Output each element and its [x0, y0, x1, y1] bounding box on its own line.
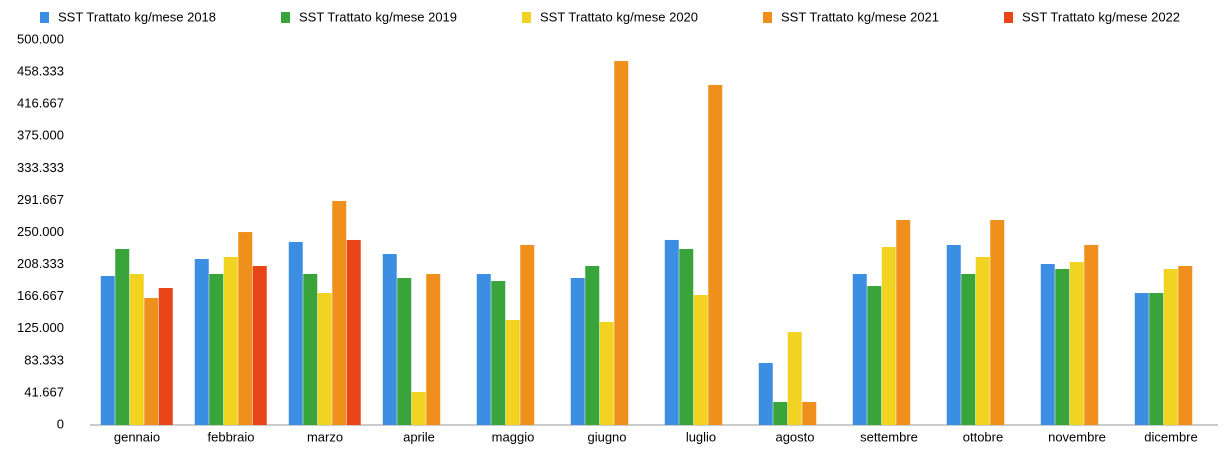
bar	[1134, 293, 1149, 425]
bar	[708, 84, 723, 425]
y-tick-label: 291.667	[17, 192, 64, 207]
legend-label: SST Trattato kg/mese 2019	[299, 9, 457, 24]
bar	[144, 298, 159, 425]
y-tick-label: 125.000	[17, 320, 64, 335]
bar	[990, 220, 1005, 425]
bar	[1055, 268, 1070, 425]
bar	[867, 286, 882, 425]
bar	[758, 363, 773, 425]
x-tick-label: febbraio	[208, 429, 255, 444]
legend-label: SST Trattato kg/mese 2018	[58, 9, 216, 24]
y-tick-label: 416.667	[17, 96, 64, 111]
y-tick-label: 500.000	[17, 31, 64, 46]
bar	[129, 274, 144, 425]
bar	[1040, 263, 1055, 425]
bar	[382, 253, 397, 425]
bar	[426, 274, 441, 425]
x-tick-label: giugno	[587, 429, 626, 444]
bar	[679, 248, 694, 425]
bar	[158, 288, 173, 425]
bar	[896, 220, 911, 425]
legend-swatch	[40, 12, 49, 23]
bar	[223, 256, 238, 425]
bar	[209, 274, 224, 425]
bar	[491, 281, 506, 425]
bar	[946, 244, 961, 425]
y-tick-label: 0	[57, 416, 64, 431]
x-tick-label: aprile	[403, 429, 435, 444]
y-tick-label: 83.333	[24, 352, 64, 367]
bar	[332, 201, 347, 425]
y-tick-label: 458.333	[17, 64, 64, 79]
bar	[961, 274, 976, 425]
bar	[1149, 293, 1164, 425]
y-tick-label: 208.333	[17, 256, 64, 271]
bar	[852, 274, 867, 425]
bar	[288, 241, 303, 425]
legend-swatch	[522, 12, 531, 23]
bar	[520, 244, 535, 425]
y-tick-label: 41.667	[24, 384, 64, 399]
bar	[585, 265, 600, 425]
bar	[1178, 265, 1193, 425]
bar	[1163, 268, 1178, 425]
y-tick-label: 166.667	[17, 288, 64, 303]
bar	[346, 239, 361, 425]
bar	[614, 61, 629, 426]
bar	[317, 293, 332, 425]
bar	[1084, 244, 1099, 425]
legend-swatch	[763, 12, 772, 23]
x-tick-label: gennaio	[114, 429, 160, 444]
y-tick-label: 375.000	[17, 128, 64, 143]
y-tick-label: 250.000	[17, 224, 64, 239]
bar	[303, 274, 318, 425]
x-tick-label: agosto	[775, 429, 814, 444]
bar	[975, 256, 990, 425]
bar	[1069, 261, 1084, 425]
legend-label: SST Trattato kg/mese 2021	[781, 9, 939, 24]
bar	[252, 265, 267, 425]
bar	[397, 278, 412, 425]
bar	[664, 239, 679, 425]
x-tick-label: maggio	[492, 429, 535, 444]
bar	[411, 391, 426, 425]
bar	[115, 248, 130, 425]
x-tick-label: settembre	[860, 429, 918, 444]
x-tick-label: dicembre	[1144, 429, 1197, 444]
bar	[505, 319, 520, 425]
y-tick-label: 333.333	[17, 160, 64, 175]
bar	[599, 321, 614, 425]
x-tick-label: ottobre	[963, 429, 1003, 444]
x-tick-label: luglio	[686, 429, 716, 444]
bar	[476, 274, 491, 425]
bar	[238, 232, 253, 425]
bar	[787, 331, 802, 425]
legend-swatch	[1004, 12, 1013, 23]
bar	[802, 401, 817, 425]
bar	[881, 246, 896, 425]
bar	[773, 401, 788, 425]
bar	[693, 295, 708, 425]
bar	[100, 276, 115, 425]
bar	[570, 278, 585, 425]
legend-label: SST Trattato kg/mese 2022	[1022, 9, 1180, 24]
x-tick-label: marzo	[307, 429, 343, 444]
bar	[194, 258, 209, 425]
legend-swatch	[281, 12, 290, 23]
legend-label: SST Trattato kg/mese 2020	[540, 9, 698, 24]
x-tick-label: novembre	[1048, 429, 1106, 444]
